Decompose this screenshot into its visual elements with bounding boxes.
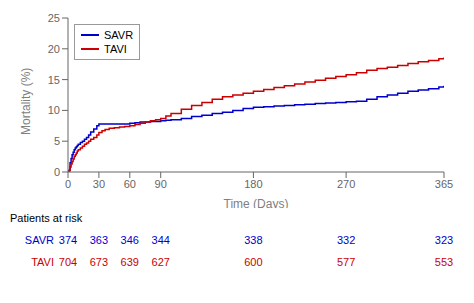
svg-text:60: 60	[124, 178, 136, 190]
html-text:Patients at risk: Patients at risk	[10, 212, 83, 224]
html-text:673: 673	[89, 256, 109, 268]
html-text:363: 363	[89, 234, 109, 246]
html-text:323: 323	[434, 234, 454, 246]
html-text:332: 332	[336, 234, 356, 246]
svg-text:Time (Days): Time (Days)	[224, 197, 289, 208]
html-text:SAVR: SAVR	[104, 29, 134, 41]
html-text:SAVR 374: SAVR 374	[24, 234, 78, 246]
svg-text:90: 90	[155, 178, 167, 190]
html-text:338: 338	[244, 234, 263, 246]
svg-text:10: 10	[48, 104, 60, 116]
svg-text:15: 15	[48, 74, 60, 86]
svg-text:180: 180	[244, 178, 262, 190]
html-text:344: 344	[151, 234, 170, 246]
svg-text:270: 270	[337, 178, 355, 190]
svg-text:0: 0	[54, 166, 60, 178]
svg-text:30: 30	[93, 178, 105, 190]
html-text:639: 639	[120, 256, 139, 268]
html-text:577: 577	[336, 256, 356, 268]
html-text:600: 600	[244, 256, 263, 268]
svg-text:20: 20	[48, 43, 60, 55]
svg-text:0: 0	[65, 178, 71, 190]
svg-text:365: 365	[435, 178, 453, 190]
svg-text:Mortality (%): Mortality (%)	[19, 68, 33, 135]
svg-text:5: 5	[54, 135, 60, 147]
html-text:627: 627	[151, 256, 170, 268]
html-text:553: 553	[434, 256, 454, 268]
svg-text:25: 25	[48, 12, 60, 24]
html-text:TAVI 704: TAVI 704	[31, 256, 78, 268]
html-text:346: 346	[120, 234, 139, 246]
html-text:TAVI: TAVI	[104, 43, 127, 55]
